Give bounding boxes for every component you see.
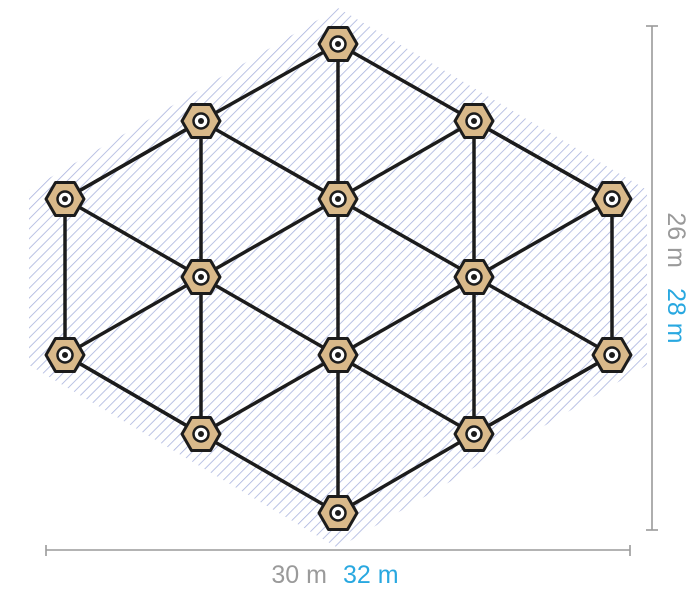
hex-nut-icon xyxy=(317,337,359,373)
strut xyxy=(336,42,476,123)
height-inner-label: 26 m xyxy=(662,212,690,268)
strut xyxy=(336,432,476,515)
strut xyxy=(472,353,614,436)
strut xyxy=(199,197,614,436)
strut-frame xyxy=(63,42,614,515)
width-dimension xyxy=(45,545,631,556)
width-outer-label: 32 m xyxy=(343,561,399,589)
height-dimension xyxy=(646,25,658,531)
hex-nut-icon xyxy=(180,103,222,139)
hex-nut-icon xyxy=(453,416,495,452)
hex-nut-icon xyxy=(44,181,86,217)
hex-nut-icon xyxy=(180,416,222,452)
hex-nut-icon xyxy=(44,337,86,373)
height-outer-label: 28 m xyxy=(662,288,690,344)
hex-nut-icon xyxy=(591,181,633,217)
strut xyxy=(63,119,203,201)
strut xyxy=(199,119,614,357)
hex-nut-icon xyxy=(317,181,359,217)
hex-nut-icon xyxy=(317,495,359,531)
strut xyxy=(63,197,476,436)
hex-nut-icon xyxy=(453,259,495,295)
strut xyxy=(199,432,340,515)
strut xyxy=(63,119,476,357)
strut xyxy=(472,119,614,201)
hex-nut-icon xyxy=(453,103,495,139)
hex-nut-icon xyxy=(591,337,633,373)
hex-nut-icon xyxy=(180,259,222,295)
width-inner-label: 30 m xyxy=(271,561,327,589)
node-group xyxy=(44,26,633,531)
strut xyxy=(63,353,203,436)
strut xyxy=(199,42,340,123)
hex-nut-icon xyxy=(317,26,359,62)
